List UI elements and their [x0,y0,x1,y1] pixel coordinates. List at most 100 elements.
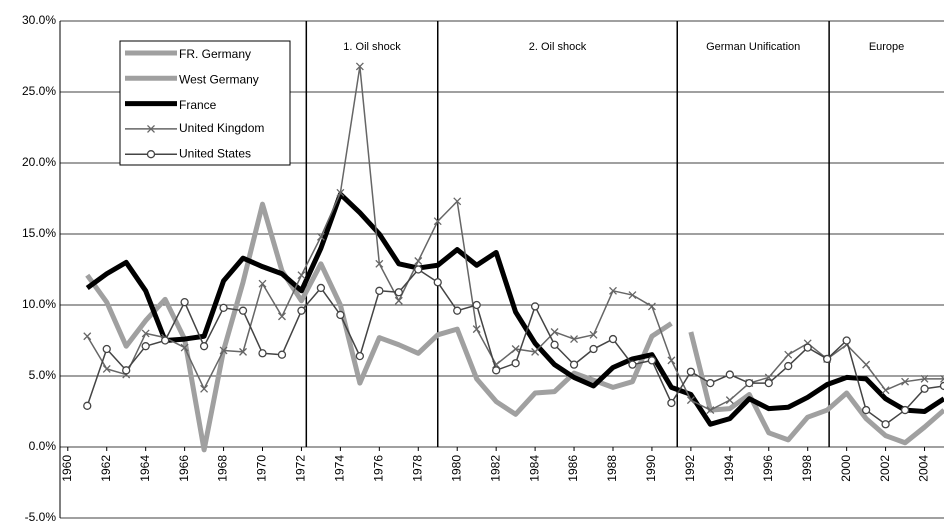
marker [764,378,773,388]
marker [258,279,267,288]
series-line [688,331,944,446]
marker [102,364,111,373]
marker [609,286,617,295]
marker [920,384,929,393]
legend: FR. Germany West Germany France United King… [119,40,291,166]
marker [160,336,170,345]
series-line [85,191,944,427]
x-tick-label: 1996 [761,455,775,482]
y-tick-label: 30.0% [22,13,56,27]
marker [316,283,326,293]
legend-marker [147,124,155,133]
legend-label: West Germany [179,72,259,86]
y-tick-label: 10.0% [22,297,56,311]
marker [511,359,520,368]
marker [686,367,696,376]
marker [219,303,228,312]
legend-label: FR. Germany [179,47,251,61]
marker [881,386,890,395]
marker [336,188,345,197]
marker [355,62,364,71]
x-tick-label: 1986 [566,455,580,482]
marker [667,398,676,408]
marker [141,342,150,351]
y-tick-label: 5.0% [29,368,57,382]
marker [861,405,871,415]
marker [803,343,812,352]
y-tick-label: 0.0% [29,439,57,453]
marker [745,378,754,388]
x-tick-label: 1984 [527,455,541,482]
marker [355,351,365,361]
marker [706,378,715,388]
marker [453,306,462,315]
marker [453,197,462,206]
marker [725,396,734,405]
period-label: German Unification [706,41,800,53]
marker [531,347,540,356]
marker [628,360,637,369]
marker [200,384,209,393]
x-tick-label: 1994 [722,455,736,482]
marker [940,374,944,383]
x-tick-label: 1980 [449,455,463,482]
marker [414,265,423,274]
x-tick-label: 1982 [488,455,502,482]
marker [394,288,403,297]
period-label: Europe [869,41,904,53]
marker [784,361,793,371]
marker [83,332,92,341]
x-tick-label: 1972 [294,455,308,482]
marker [239,347,247,356]
x-tick-label: 1992 [683,455,697,482]
marker [122,366,131,375]
y-tick-label: 15.0% [22,226,56,240]
x-tick-label: 1968 [216,455,230,482]
marker [492,366,501,375]
marker [277,350,287,359]
marker [647,356,657,365]
marker [823,354,832,364]
marker [530,302,540,311]
marker [667,356,676,365]
x-tick-label: 1966 [177,455,191,482]
marker [920,374,929,383]
x-tick-label: 1970 [255,455,269,482]
x-tick-label: 1998 [800,455,814,482]
marker [550,340,559,349]
marker [472,325,481,334]
marker [433,278,442,287]
marker [901,377,910,386]
x-tick-label: 2004 [917,455,931,482]
series-line [85,201,673,453]
legend-label: France [179,98,217,112]
marker [180,343,189,352]
marker [375,259,384,268]
marker [219,346,228,355]
marker [297,271,306,280]
marker [394,296,403,305]
marker [628,291,637,300]
x-tick-label: 1962 [99,455,113,482]
marker [881,420,890,429]
marker [511,345,520,353]
marker [336,310,345,320]
marker [550,328,559,336]
marker [569,360,579,369]
marker [589,344,598,354]
period-label: 2. Oil shock [529,41,587,53]
period-label: 1. Oil shock [343,41,401,53]
marker [842,336,851,345]
x-tick-label: 1988 [605,455,619,482]
marker [141,329,150,338]
marker [608,334,618,344]
x-tick-label: 1976 [372,455,386,482]
y-tick-label: 25.0% [22,84,56,98]
legend-label: United Kingdom [179,121,264,135]
marker [180,298,189,307]
marker [570,335,579,344]
marker [102,344,111,354]
marker [784,350,793,359]
marker [862,360,871,369]
